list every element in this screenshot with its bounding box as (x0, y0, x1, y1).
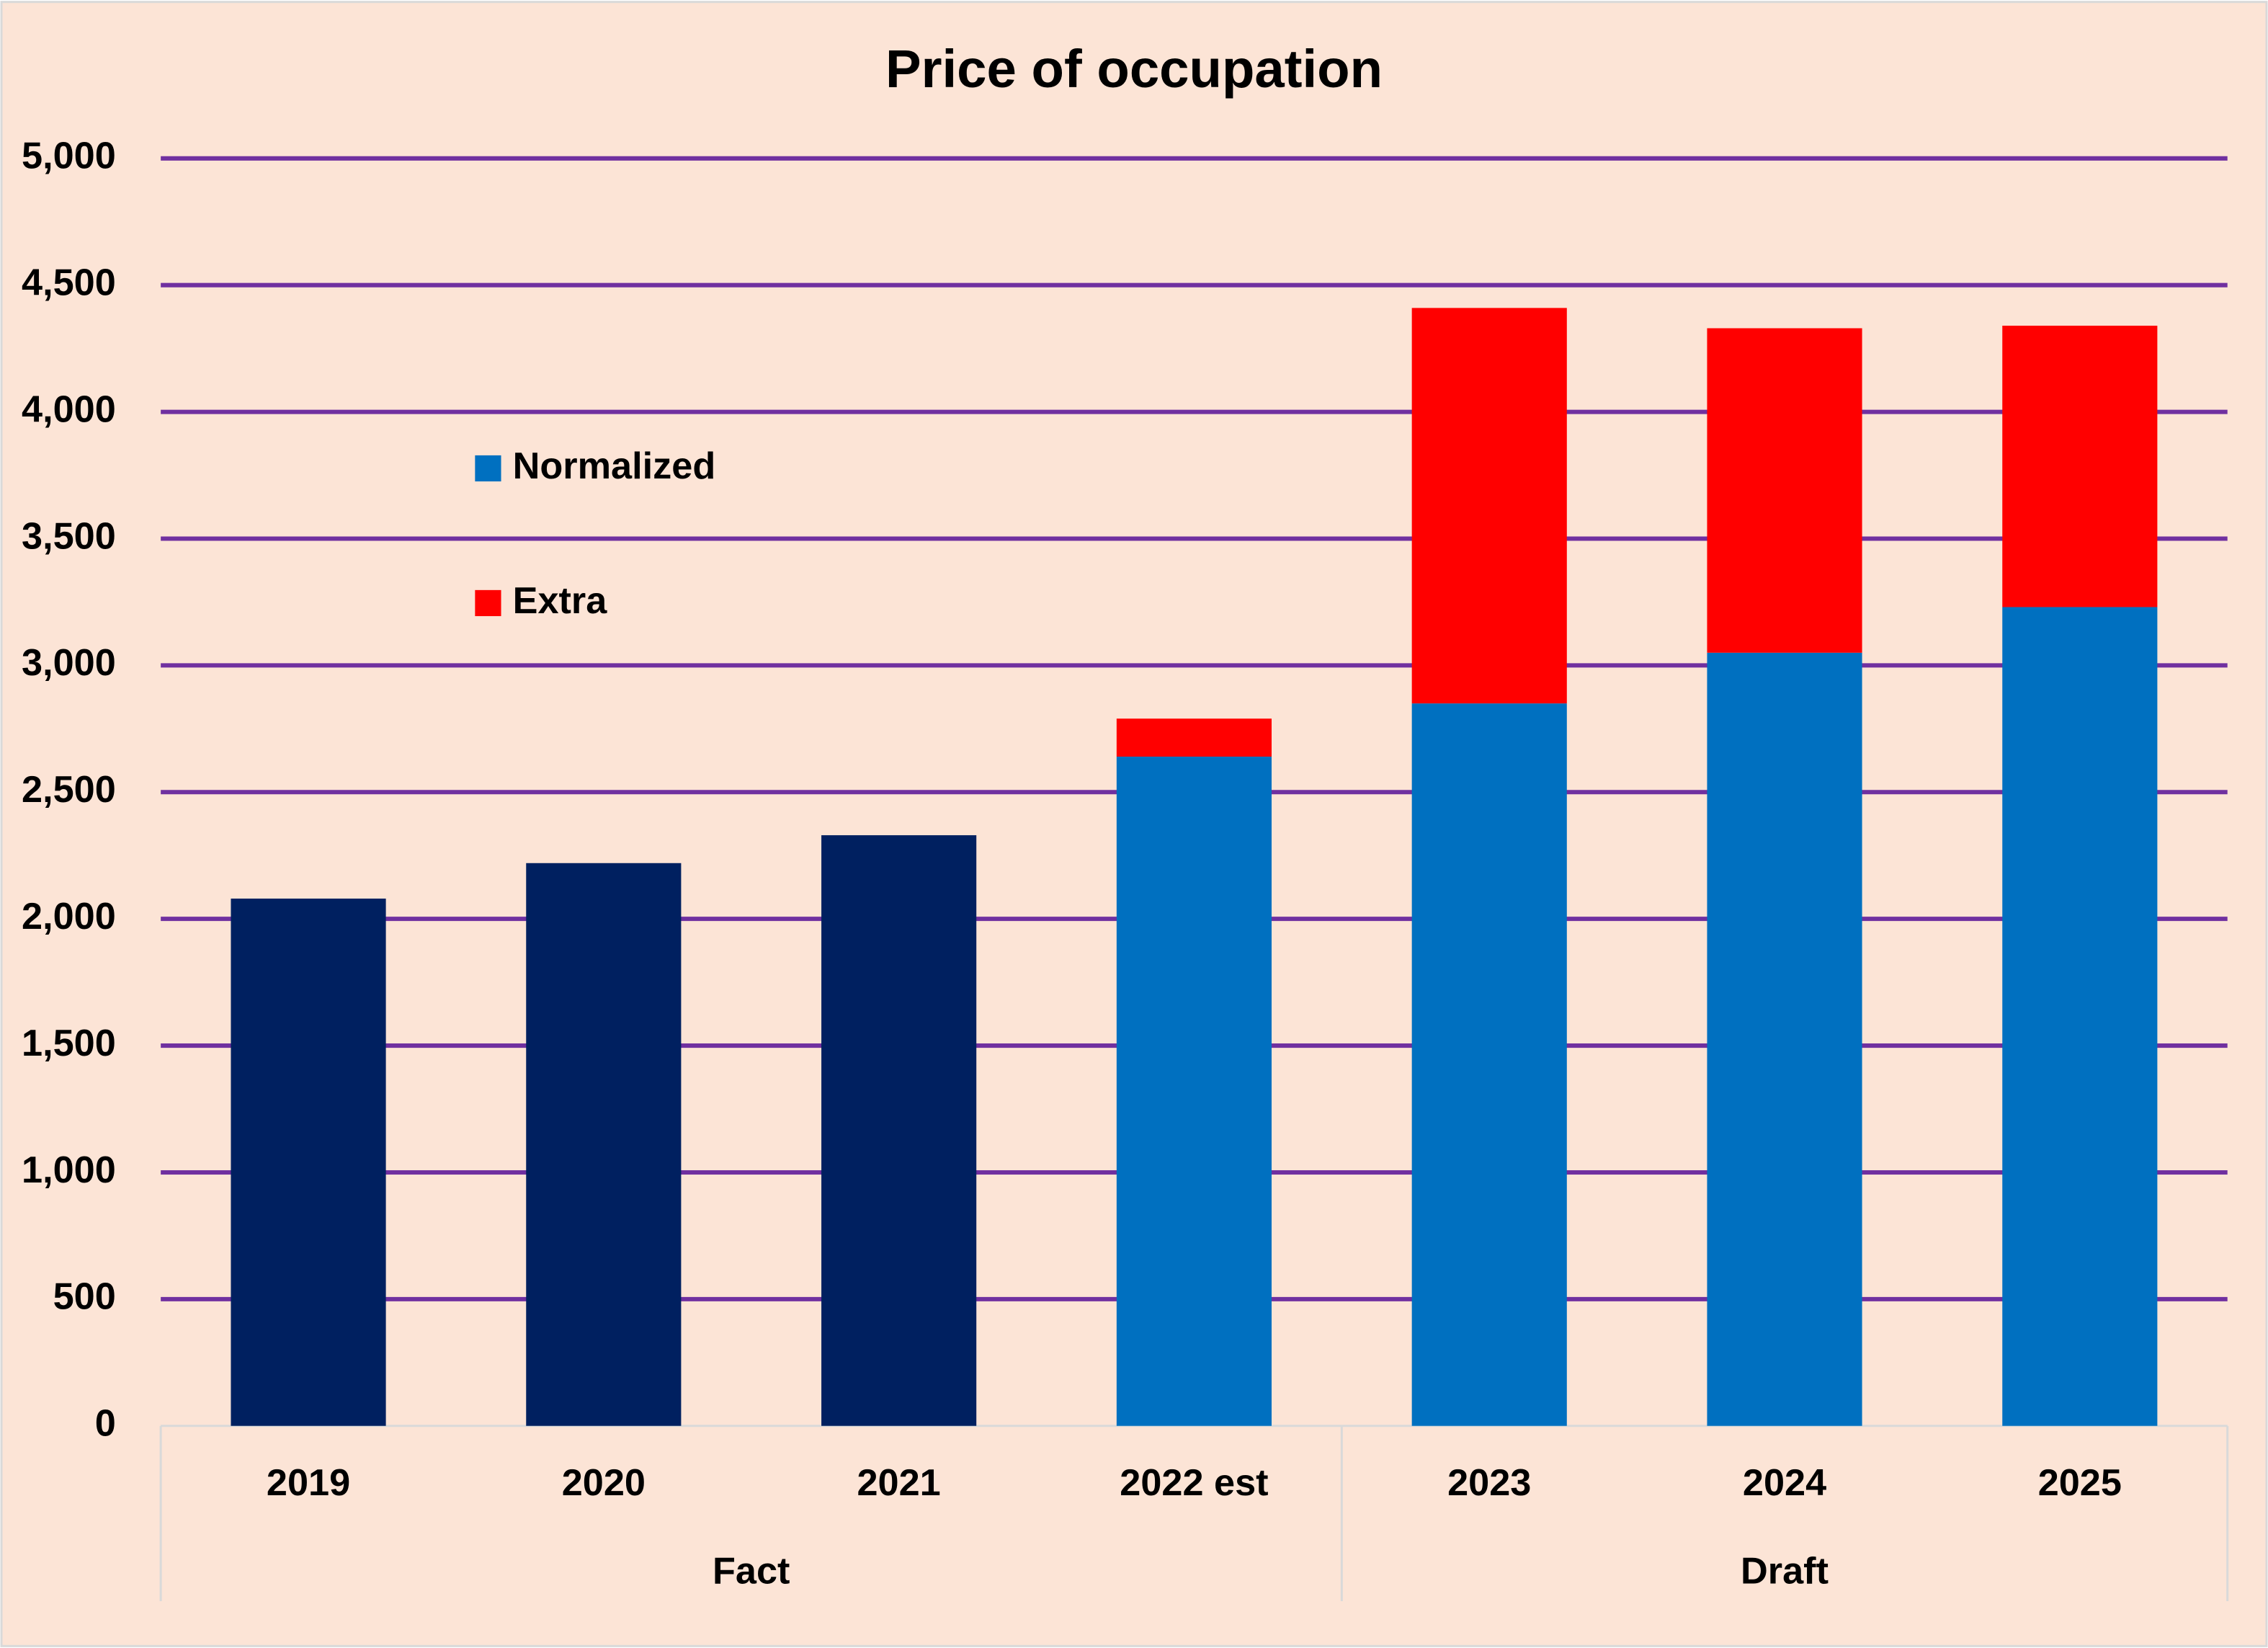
x-tick-label: 2023 (1447, 1462, 1531, 1504)
legend-label: Extra (513, 580, 608, 622)
group-label: Draft (1741, 1551, 1829, 1593)
y-tick-label: 5,000 (22, 135, 116, 177)
y-tick-label: 4,000 (22, 388, 116, 430)
y-tick-label: 3,500 (22, 515, 116, 557)
bar-segment (1707, 652, 1862, 1426)
bar-segment (526, 863, 682, 1426)
x-tick-label: 2022 est (1120, 1462, 1268, 1504)
y-tick-label: 0 (95, 1403, 116, 1445)
bar-segment (231, 899, 386, 1426)
x-tick-label: 2024 (1743, 1462, 1826, 1504)
y-tick-label: 2,500 (22, 769, 116, 811)
legend-label: Normalized (513, 445, 716, 487)
y-tick-label: 1,500 (22, 1023, 116, 1064)
legend-swatch (475, 589, 501, 617)
x-tick-label: 2021 (857, 1462, 941, 1504)
chart-title: Price of occupation (885, 39, 1383, 99)
bar-segment (1707, 328, 1862, 653)
bar-segment (2002, 607, 2158, 1426)
bar-segment (1411, 308, 1567, 704)
group-label: Fact (713, 1551, 790, 1593)
x-tick-label: 2020 (562, 1462, 646, 1504)
y-tick-label: 2,000 (22, 896, 116, 937)
x-tick-label: 2019 (267, 1462, 350, 1504)
y-tick-label: 4,500 (22, 262, 116, 304)
bar-segment (1411, 703, 1567, 1426)
bar-segment (821, 835, 977, 1426)
x-tick-label: 2025 (2038, 1462, 2122, 1504)
y-tick-label: 3,000 (22, 642, 116, 684)
bar-segment (2002, 325, 2158, 607)
y-tick-label: 1,000 (22, 1149, 116, 1191)
y-tick-label: 500 (53, 1276, 116, 1318)
bar-segment (1116, 718, 1272, 757)
bar-segment (1116, 757, 1272, 1426)
legend-swatch (475, 455, 501, 482)
